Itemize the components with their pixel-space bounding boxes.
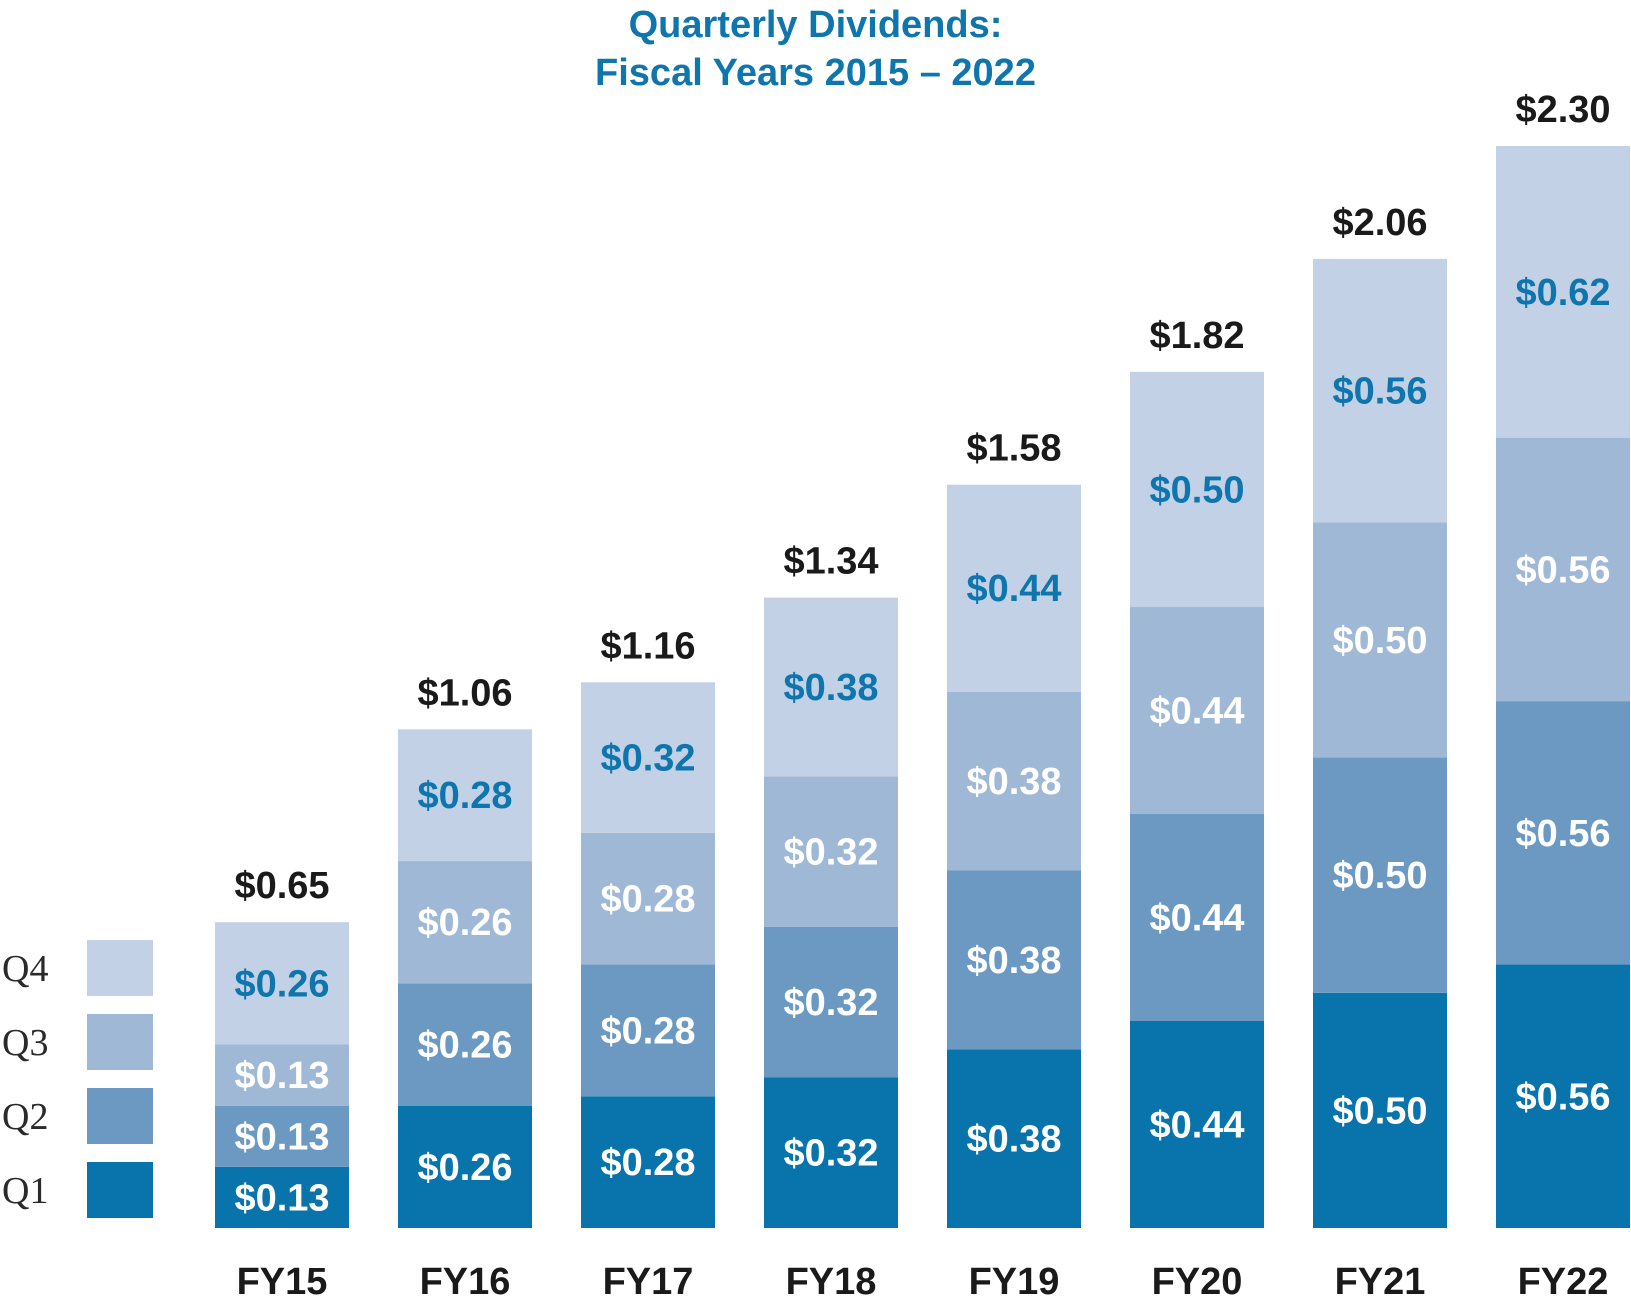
bar-fy16-q1 [398, 1105, 532, 1228]
bar-fy20-q2 [1130, 814, 1264, 1022]
bar-fy17-q1 [581, 1096, 715, 1228]
legend-swatch-q3 [87, 1014, 153, 1070]
total-label-fy18: $1.34 [783, 541, 878, 583]
value-label-fy15-q4: $0.26 [234, 963, 329, 1005]
bar-fy19-q4 [947, 484, 1081, 692]
value-label-fy16-q1: $0.26 [417, 1147, 512, 1189]
bar-fy17-q2 [581, 964, 715, 1097]
value-label-fy21-q2: $0.50 [1332, 855, 1427, 897]
bar-fy15-q2 [215, 1105, 349, 1167]
bar-fy18-q3 [764, 776, 898, 927]
value-label-fy16-q3: $0.26 [417, 902, 512, 944]
value-label-fy19-q3: $0.38 [966, 761, 1061, 803]
value-label-fy22-q3: $0.56 [1515, 549, 1610, 591]
bar-fy20-q4 [1130, 371, 1264, 608]
value-label-fy20-q1: $0.44 [1149, 1105, 1244, 1147]
value-label-fy18-q1: $0.32 [783, 1133, 878, 1175]
total-label-fy19: $1.58 [966, 428, 1061, 470]
value-label-fy20-q2: $0.44 [1149, 898, 1244, 940]
value-label-fy16-q4: $0.28 [417, 775, 512, 817]
bar-fy16-q2 [398, 983, 532, 1106]
x-tick-label-fy19: FY19 [969, 1261, 1060, 1299]
value-label-fy19-q2: $0.38 [966, 940, 1061, 982]
total-label-fy20: $1.82 [1149, 315, 1244, 357]
value-label-fy15-q1: $0.13 [234, 1177, 329, 1219]
x-tick-label-fy17: FY17 [603, 1261, 694, 1299]
bar-fy15-q1 [215, 1166, 349, 1228]
legend-label-q3: Q3 [2, 1022, 48, 1064]
bar-fy20-q1 [1130, 1021, 1264, 1228]
total-label-fy22: $2.30 [1515, 89, 1610, 131]
total-label-fy21: $2.06 [1332, 202, 1427, 244]
x-tick-label-fy21: FY21 [1335, 1261, 1426, 1299]
bar-fy20-q3 [1130, 607, 1264, 815]
bar-fy18-q1 [764, 1077, 898, 1228]
bar-fy17-q3 [581, 832, 715, 965]
value-label-fy18-q3: $0.32 [783, 832, 878, 874]
bar-fy18-q4 [764, 597, 898, 777]
bar-fy22-q1 [1496, 964, 1630, 1228]
legend-label-q2: Q2 [2, 1096, 48, 1138]
bar-fy17-q4 [581, 682, 715, 833]
bar-fy18-q2 [764, 926, 898, 1078]
legend-label-q4: Q4 [2, 948, 48, 990]
x-tick-label-fy16: FY16 [420, 1261, 511, 1299]
total-label-fy15: $0.65 [234, 865, 329, 907]
value-label-fy17-q4: $0.32 [600, 738, 695, 780]
bar-fy22-q4 [1496, 146, 1630, 438]
bar-fy21-q3 [1313, 522, 1447, 758]
value-label-fy20-q4: $0.50 [1149, 469, 1244, 511]
value-label-fy22-q4: $0.62 [1515, 272, 1610, 314]
bar-fy15-q4 [215, 922, 349, 1045]
bar-fy19-q3 [947, 691, 1081, 871]
value-label-fy21-q3: $0.50 [1332, 620, 1427, 662]
bar-fy19-q1 [947, 1049, 1081, 1228]
bar-fy22-q2 [1496, 701, 1630, 965]
value-label-fy15-q2: $0.13 [234, 1116, 329, 1158]
x-tick-label-fy18: FY18 [786, 1261, 877, 1299]
x-tick-label-fy15: FY15 [237, 1261, 328, 1299]
value-label-fy17-q3: $0.28 [600, 879, 695, 921]
bar-fy21-q1 [1313, 992, 1447, 1228]
legend-swatch-q1 [87, 1162, 153, 1218]
value-label-fy19-q4: $0.44 [966, 568, 1061, 610]
total-label-fy16: $1.06 [417, 672, 512, 714]
chart-subtitle: Fiscal Years 2015 – 2022 [595, 52, 1036, 94]
legend-label-q1: Q1 [2, 1170, 48, 1212]
total-label-fy17: $1.16 [600, 625, 695, 667]
bar-fy19-q2 [947, 870, 1081, 1050]
value-label-fy15-q3: $0.13 [234, 1055, 329, 1097]
value-label-fy18-q4: $0.38 [783, 667, 878, 709]
bar-fy22-q3 [1496, 437, 1630, 702]
chart-title: Quarterly Dividends: [628, 4, 1003, 46]
value-label-fy21-q1: $0.50 [1332, 1090, 1427, 1132]
value-label-fy21-q4: $0.56 [1332, 371, 1427, 413]
value-label-fy16-q2: $0.26 [417, 1025, 512, 1067]
value-label-fy19-q1: $0.38 [966, 1119, 1061, 1161]
bar-fy21-q2 [1313, 757, 1447, 993]
value-label-fy17-q1: $0.28 [600, 1142, 695, 1184]
bar-fy15-q3 [215, 1044, 349, 1106]
value-label-fy18-q2: $0.32 [783, 982, 878, 1024]
x-tick-label-fy22: FY22 [1518, 1261, 1609, 1299]
value-label-fy22-q2: $0.56 [1515, 813, 1610, 855]
bar-fy21-q4 [1313, 258, 1447, 523]
legend-swatch-q4 [87, 940, 153, 996]
value-label-fy22-q1: $0.56 [1515, 1076, 1610, 1118]
value-label-fy20-q3: $0.44 [1149, 691, 1244, 733]
bar-fy16-q3 [398, 861, 532, 984]
x-tick-label-fy20: FY20 [1152, 1261, 1243, 1299]
legend-swatch-q2 [87, 1088, 153, 1144]
bar-fy16-q4 [398, 729, 532, 862]
value-label-fy17-q2: $0.28 [600, 1010, 695, 1052]
